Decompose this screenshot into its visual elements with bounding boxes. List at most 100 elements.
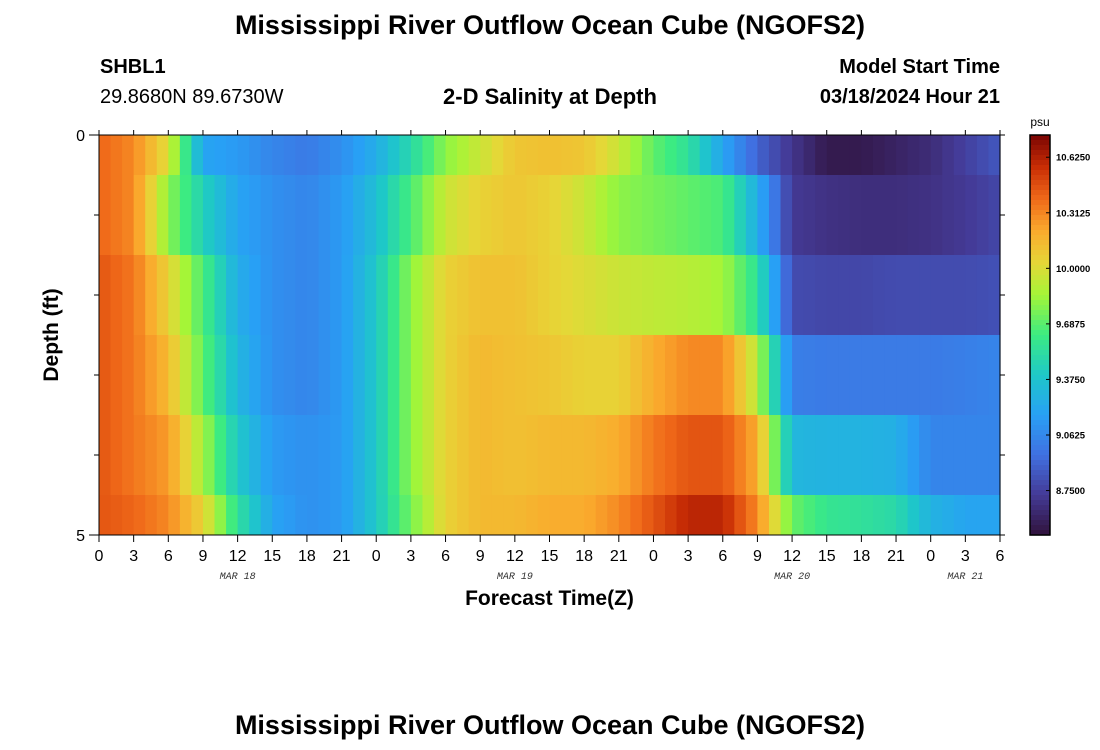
heatmap-cell [768,135,782,175]
heatmap-cell [595,135,608,175]
colorbar-segment [1030,225,1050,231]
date-label: MAR 18 [220,572,256,583]
heatmap-cell [330,135,343,175]
heatmap-cell [584,335,597,415]
heatmap-cell [457,255,470,335]
heatmap-cell [433,175,447,255]
heatmap-cell [306,135,320,175]
colorbar-segment [1030,270,1050,276]
heatmap-cell [584,255,597,335]
heatmap-cell [688,415,701,495]
colorbar-segment [1030,240,1050,246]
heatmap-cell [861,415,874,495]
heatmap-cell [803,415,816,495]
heatmap-cell [422,175,435,255]
heatmap-cell [665,255,678,335]
heatmap-cell [699,135,712,175]
colorbar-segment [1030,285,1050,291]
heatmap-cell [676,255,689,335]
heatmap-cell [965,415,978,495]
heatmap-cell [514,135,527,175]
heatmap-cell [826,415,839,495]
heatmap-cell [676,335,689,415]
heatmap-cell [341,255,354,335]
colorbar-segment [1030,460,1050,466]
heatmap-cell [353,175,366,255]
heatmap-cell [306,335,320,415]
colorbar-label: 10.0000 [1056,264,1090,275]
heatmap-cell [861,495,874,535]
heatmap-cell [156,255,169,335]
heatmap-cell [445,335,458,415]
heatmap-cell [561,175,574,255]
heatmap-cell [179,175,193,255]
heatmap-cell [780,135,793,175]
heatmap-cell [919,135,932,175]
heatmap-cell [122,255,135,335]
heatmap-cell [607,495,620,535]
heatmap-cell [133,495,146,535]
heatmap-cell [353,255,366,335]
heatmap-cell [330,335,343,415]
heatmap-cell [364,135,377,175]
station-id: SHBL1 [100,56,166,78]
heatmap-cell [965,495,978,535]
x-tick-label: 15 [818,548,836,565]
heatmap-cell [364,255,377,335]
heatmap-cell [260,175,273,255]
heatmap-cell [872,335,886,415]
heatmap-cell [468,135,481,175]
colorbar-segment [1030,425,1050,431]
x-tick-label: 0 [649,548,658,565]
heatmap-cell [237,255,250,335]
heatmap-cell [260,495,273,535]
x-tick-label: 6 [718,548,727,565]
heatmap-cell [803,335,816,415]
subtitle-text: 2-D Salinity at Depth [443,84,657,109]
heatmap-cell [260,415,273,495]
heatmap-cell [156,135,169,175]
heatmap-cell [330,415,343,495]
heatmap-cell [145,255,158,335]
heatmap-cell [930,415,943,495]
heatmap-cell [387,135,400,175]
heatmap-cell [757,135,770,175]
heatmap-cell [341,415,354,495]
heatmap-cell [722,255,735,335]
heatmap-cell [341,135,354,175]
x-tick-label: 0 [926,548,935,565]
heatmap-cell [145,495,158,535]
colorbar-segment [1030,450,1050,456]
heatmap-cell [295,415,308,495]
heatmap-cell [237,415,250,495]
heatmap-cell [572,255,585,335]
colorbar-segment [1030,380,1050,386]
colorbar-segment [1030,495,1050,501]
colorbar-segment [1030,410,1050,416]
heatmap-cell [757,495,770,535]
heatmap-cell [953,335,966,415]
heatmap-cell [641,255,655,335]
heatmap-cell [168,175,181,255]
heatmap-cell [641,175,655,255]
heatmap-cell [942,495,955,535]
colorbar-segment [1030,305,1050,311]
heatmap-cell [607,135,620,175]
heatmap-cell [226,335,239,415]
heatmap-cell [942,135,955,175]
heatmap-cell [965,135,978,175]
heatmap-cell [364,415,377,495]
colorbar-segment [1030,440,1050,446]
heatmap-cell [734,255,747,335]
heatmap-cell [768,495,782,535]
heatmap-cell [341,335,354,415]
heatmap-cell [156,415,169,495]
heatmap-cell [734,175,747,255]
heatmap-cell [884,495,897,535]
heatmap-cell [780,335,793,415]
heatmap-cell [919,255,932,335]
colorbar-segment [1030,330,1050,336]
heatmap-cell [549,415,562,495]
colorbar-segment [1030,140,1050,146]
colorbar-segment [1030,190,1050,196]
